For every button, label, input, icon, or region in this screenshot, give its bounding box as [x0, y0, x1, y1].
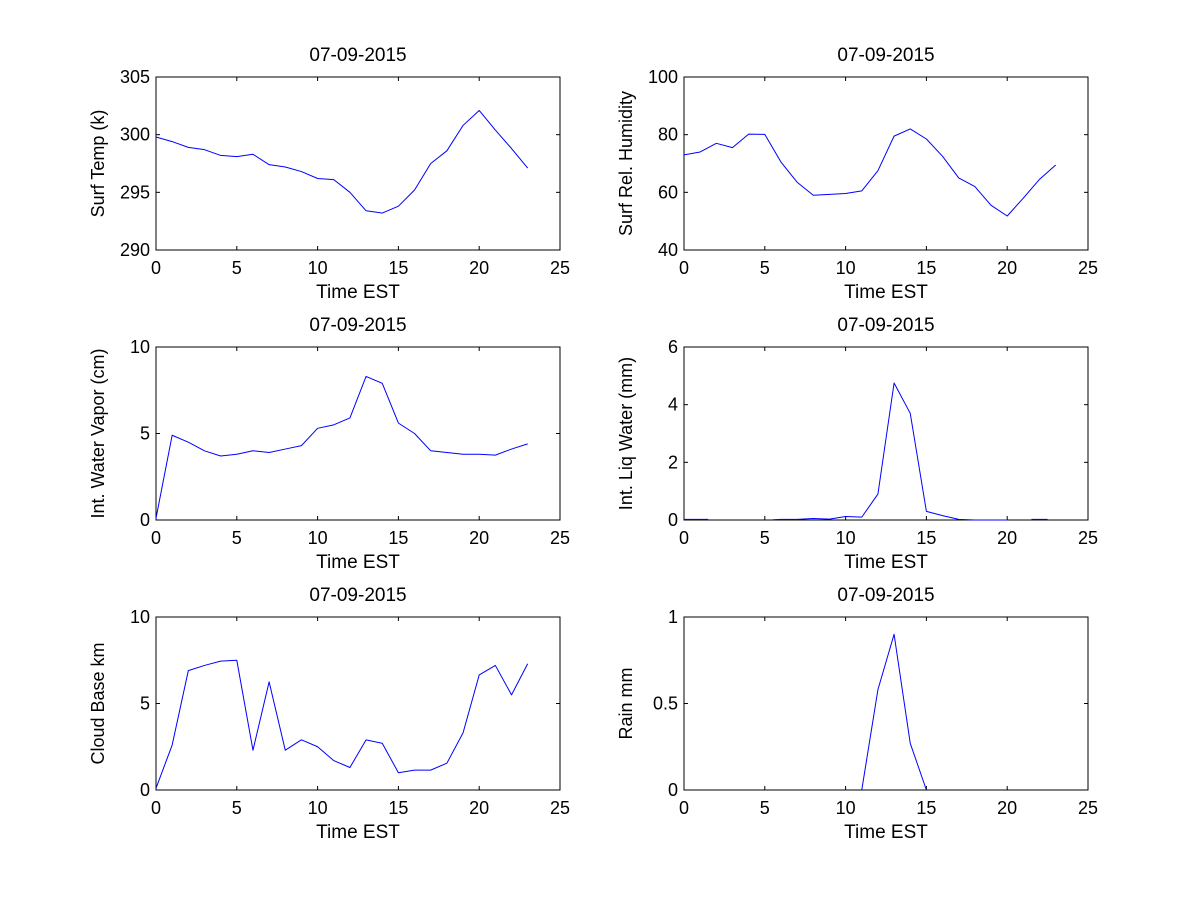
x-axis-label: Time EST — [844, 552, 928, 573]
subplot-2: 0 5 10 15 20 25 40 60 80 100 07-09-2015 Time EST Sur… — [616, 45, 1098, 303]
y-tick-label: 290 — [120, 240, 150, 260]
axes-box — [683, 616, 1089, 791]
y-axis-label: Cloud Base km — [88, 642, 108, 764]
y-tick-label: 0 — [140, 510, 150, 530]
x-axis-label: Time EST — [316, 552, 400, 573]
subplot-4: 0 5 10 15 20 25 0 2 4 6 07-09-2015 Time EST Int. Liq… — [616, 315, 1098, 573]
subplot-1: 0 5 10 15 20 25 290 295 300 305 07-09-2015 Time EST… — [88, 45, 570, 303]
x-tick-label: 15 — [388, 258, 408, 278]
axes-box — [683, 76, 1089, 251]
axes-box — [155, 76, 561, 251]
y-axis-label: Int. Liq Water (mm) — [616, 357, 636, 510]
x-tick-label: 0 — [151, 528, 161, 548]
y-tick-label: 305 — [120, 67, 150, 87]
subplot-6: 0 5 10 15 20 25 0 0.5 1 07-09-2015 Time EST Rain mm — [616, 585, 1098, 843]
y-tick-label: 5 — [140, 424, 150, 444]
x-tick-label: 5 — [232, 528, 242, 548]
subplot-3: 0 5 10 15 20 25 0 5 10 07-09-2015 Time EST Int. Wat… — [88, 315, 570, 573]
x-tick-label: 0 — [151, 798, 161, 818]
y-tick-label: 0 — [668, 780, 678, 800]
x-tick-label: 5 — [760, 798, 770, 818]
axes-box — [683, 346, 1089, 521]
x-tick-label: 5 — [760, 258, 770, 278]
x-axis-label: Time EST — [316, 822, 400, 843]
x-tick-label: 0 — [679, 528, 689, 548]
x-tick-label: 20 — [469, 798, 489, 818]
y-tick-label: 10 — [130, 337, 150, 357]
series-line-1 — [155, 375, 528, 519]
plot-title: 07-09-2015 — [309, 315, 406, 336]
x-tick-label: 15 — [388, 528, 408, 548]
x-tick-label: 15 — [916, 528, 936, 548]
x-tick-label: 0 — [679, 798, 689, 818]
y-tick-label: 10 — [130, 607, 150, 627]
y-tick-label: 6 — [668, 337, 678, 357]
x-tick-label: 5 — [232, 258, 242, 278]
y-tick-label: 4 — [668, 395, 678, 415]
x-tick-label: 20 — [469, 258, 489, 278]
x-tick-label: 10 — [836, 258, 856, 278]
y-tick-label: 0.5 — [653, 694, 678, 714]
y-tick-label: 0 — [140, 780, 150, 800]
y-tick-label: 5 — [140, 694, 150, 714]
x-tick-label: 20 — [997, 798, 1017, 818]
y-tick-label: 40 — [658, 240, 678, 260]
y-tick-label: 300 — [120, 125, 150, 145]
x-tick-label: 25 — [550, 528, 570, 548]
x-tick-label: 10 — [836, 798, 856, 818]
x-tick-label: 10 — [308, 798, 328, 818]
axes-box — [155, 346, 561, 521]
y-tick-label: 100 — [648, 67, 678, 87]
x-tick-label: 10 — [308, 258, 328, 278]
plot-title: 07-09-2015 — [837, 585, 934, 606]
series-line-1 — [155, 659, 529, 789]
y-tick-label: 0 — [668, 510, 678, 530]
x-tick-label: 0 — [679, 258, 689, 278]
x-tick-label: 5 — [232, 798, 242, 818]
series-line-1 — [155, 109, 529, 214]
y-axis-label: Surf Temp (k) — [88, 110, 108, 218]
x-tick-label: 25 — [1078, 798, 1098, 818]
x-tick-label: 25 — [1078, 258, 1098, 278]
series-line-1 — [772, 382, 1008, 521]
axes-box — [155, 616, 561, 791]
x-tick-label: 0 — [151, 258, 161, 278]
x-tick-label: 20 — [997, 258, 1017, 278]
x-tick-label: 10 — [836, 528, 856, 548]
x-tick-label: 10 — [308, 528, 328, 548]
plot-title: 07-09-2015 — [837, 45, 934, 66]
y-tick-label: 2 — [668, 452, 678, 472]
x-tick-label: 15 — [388, 798, 408, 818]
plot-title: 07-09-2015 — [837, 315, 934, 336]
y-axis-label: Rain mm — [616, 667, 636, 739]
y-tick-label: 80 — [658, 125, 678, 145]
x-tick-label: 25 — [550, 798, 570, 818]
x-tick-label: 20 — [997, 528, 1017, 548]
plot-title: 07-09-2015 — [309, 45, 406, 66]
x-tick-label: 25 — [1078, 528, 1098, 548]
series-line-1 — [861, 633, 927, 791]
x-tick-label: 15 — [916, 798, 936, 818]
subplot-5: 0 5 10 15 20 25 0 5 10 07-09-2015 Time EST Cloud Ba… — [88, 585, 570, 843]
series-line-1 — [683, 128, 1057, 217]
x-axis-label: Time EST — [316, 282, 400, 303]
x-tick-label: 15 — [916, 258, 936, 278]
x-tick-label: 20 — [469, 528, 489, 548]
x-axis-label: Time EST — [844, 822, 928, 843]
y-tick-label: 295 — [120, 182, 150, 202]
y-axis-label: Surf Rel. Humidity — [616, 91, 636, 236]
plot-title: 07-09-2015 — [309, 585, 406, 606]
x-tick-label: 25 — [550, 258, 570, 278]
x-axis-label: Time EST — [844, 282, 928, 303]
x-tick-label: 5 — [760, 528, 770, 548]
y-tick-label: 1 — [668, 607, 678, 627]
y-tick-label: 60 — [658, 182, 678, 202]
y-axis-label: Int. Water Vapor (cm) — [88, 348, 108, 518]
